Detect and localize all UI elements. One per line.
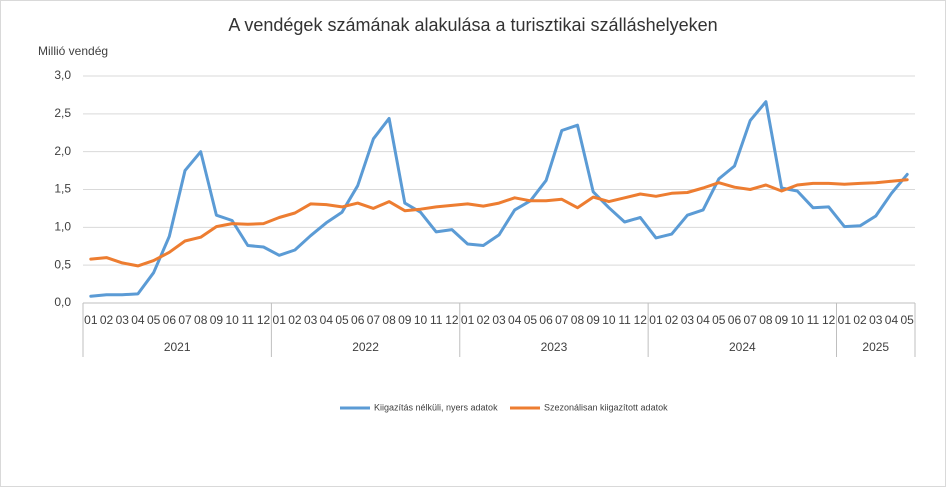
x-tick-label: 01 xyxy=(84,313,98,327)
x-group-label: 2025 xyxy=(862,340,889,354)
x-tick-label: 09 xyxy=(210,313,224,327)
x-tick-label: 10 xyxy=(414,313,428,327)
x-tick-label: 09 xyxy=(587,313,601,327)
y-tick-label: 2,5 xyxy=(54,106,71,120)
legend-label: Szezonálisan kiigazított adatok xyxy=(544,402,668,412)
x-tick-label: 12 xyxy=(822,313,836,327)
x-tick-label: 08 xyxy=(194,313,208,327)
x-tick-label: 12 xyxy=(634,313,648,327)
series-line xyxy=(89,100,909,298)
legend-label: Kiigazítás nélküli, nyers adatok xyxy=(374,402,498,412)
x-tick-label: 07 xyxy=(555,313,569,327)
x-tick-label: 04 xyxy=(131,313,145,327)
x-tick-label: 02 xyxy=(477,313,491,327)
x-tick-label: 02 xyxy=(100,313,114,327)
x-tick-label: 04 xyxy=(320,313,334,327)
x-group-label: 2021 xyxy=(164,340,191,354)
x-tick-label: 10 xyxy=(602,313,616,327)
x-tick-label: 10 xyxy=(791,313,805,327)
x-tick-label: 05 xyxy=(524,313,538,327)
x-tick-label: 01 xyxy=(461,313,475,327)
y-tick-label: 1,0 xyxy=(54,220,71,234)
x-tick-label: 01 xyxy=(273,313,287,327)
x-tick-label: 09 xyxy=(398,313,412,327)
x-tick-label: 01 xyxy=(838,313,852,327)
x-tick-label: 11 xyxy=(618,313,631,327)
x-tick-label: 06 xyxy=(728,313,742,327)
x-tick-label: 06 xyxy=(351,313,365,327)
y-tick-label: 3,0 xyxy=(54,68,71,82)
x-tick-label: 03 xyxy=(681,313,695,327)
x-tick-label: 06 xyxy=(163,313,177,327)
x-tick-label: 12 xyxy=(257,313,271,327)
x-tick-label: 08 xyxy=(571,313,585,327)
x-tick-label: 04 xyxy=(885,313,899,327)
x-tick-label: 02 xyxy=(853,313,867,327)
y-tick-label: 1,5 xyxy=(54,182,71,196)
series-line xyxy=(89,178,909,268)
x-tick-label: 09 xyxy=(775,313,789,327)
x-tick-label: 05 xyxy=(335,313,349,327)
x-tick-label: 07 xyxy=(178,313,192,327)
x-tick-label: 03 xyxy=(492,313,506,327)
x-tick-label: 07 xyxy=(743,313,757,327)
x-tick-label: 04 xyxy=(508,313,522,327)
x-tick-label: 05 xyxy=(712,313,726,327)
x-tick-label: 03 xyxy=(869,313,883,327)
x-tick-label: 07 xyxy=(367,313,381,327)
x-tick-label: 06 xyxy=(539,313,553,327)
x-tick-label: 11 xyxy=(807,313,820,327)
x-tick-label: 11 xyxy=(430,313,443,327)
x-tick-label: 03 xyxy=(304,313,318,327)
x-tick-label: 02 xyxy=(288,313,302,327)
x-tick-label: 11 xyxy=(242,313,255,327)
x-tick-label: 03 xyxy=(116,313,130,327)
x-tick-label: 04 xyxy=(696,313,710,327)
x-tick-label: 05 xyxy=(147,313,161,327)
x-group-label: 2024 xyxy=(729,340,756,354)
x-tick-label: 08 xyxy=(759,313,773,327)
x-group-label: 2023 xyxy=(541,340,568,354)
x-tick-label: 01 xyxy=(649,313,663,327)
x-tick-label: 08 xyxy=(382,313,396,327)
x-tick-label: 12 xyxy=(445,313,459,327)
y-tick-label: 0,5 xyxy=(54,257,71,271)
x-tick-label: 02 xyxy=(665,313,679,327)
x-tick-label: 10 xyxy=(225,313,239,327)
y-tick-label: 2,0 xyxy=(54,144,71,158)
chart-title: A vendégek számának alakulása a turiszti… xyxy=(228,15,717,35)
y-axis-label: Millió vendég xyxy=(38,44,108,58)
x-group-label: 2022 xyxy=(352,340,379,354)
x-tick-label: 05 xyxy=(900,313,914,327)
y-tick-label: 0,0 xyxy=(54,295,71,309)
